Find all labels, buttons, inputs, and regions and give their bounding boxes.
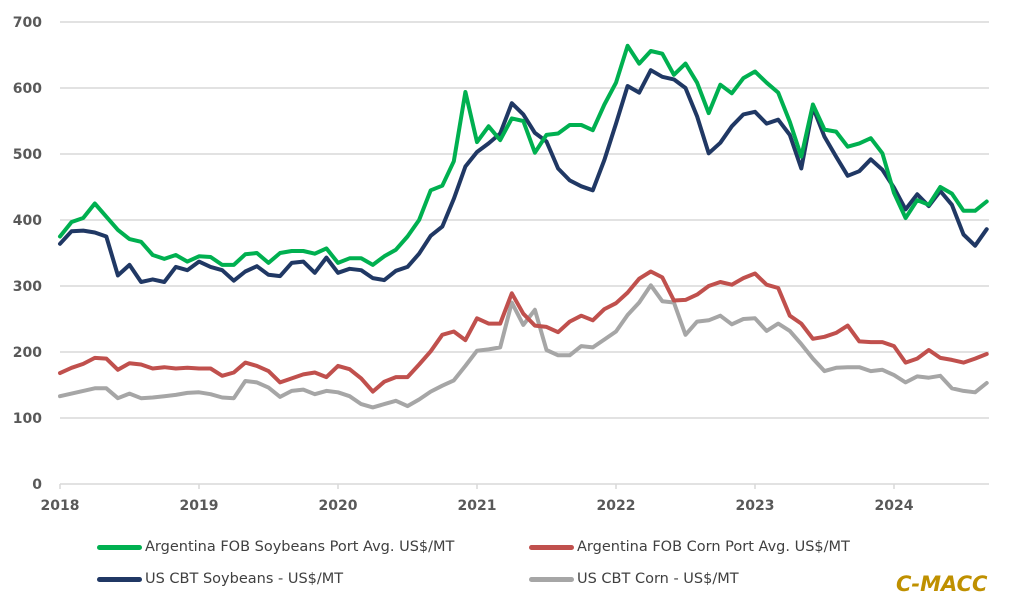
x-axis: 2018 2019 2020 2021 2022 2023 2024 — [41, 484, 914, 514]
brand-watermark: C-MACC — [896, 572, 988, 596]
y-tick-label: 0 — [32, 477, 42, 493]
legend-label-us-corn: US CBT Corn - US$/MT — [577, 571, 739, 587]
series-line-us-cbt-corn-us-mt — [58, 283, 989, 410]
series-lines — [58, 43, 989, 410]
y-axis: 0 100 200 300 400 500 600 700 — [13, 15, 42, 493]
x-tick-label: 2024 — [875, 498, 914, 514]
legend-label-us-soybeans: US CBT Soybeans - US$/MT — [145, 571, 344, 587]
series-line-argentina-fob-corn-port-avg-us-mt — [58, 269, 989, 394]
legend-swatch-argentina-soybeans — [97, 544, 142, 550]
y-tick-label: 500 — [13, 147, 42, 163]
legend-label-argentina-corn: Argentina FOB Corn Port Avg. US$/MT — [577, 539, 850, 555]
x-tick-label: 2022 — [597, 498, 636, 514]
legend-swatch-us-corn — [529, 576, 574, 582]
series-line-argentina-fob-soybeans-port-avg-us-mt — [58, 43, 989, 267]
y-tick-label: 100 — [13, 411, 42, 427]
legend-item-argentina-corn: Argentina FOB Corn Port Avg. US$/MT — [529, 539, 850, 555]
x-tick-label: 2021 — [458, 498, 497, 514]
x-tick-label: 2020 — [319, 498, 358, 514]
y-tick-label: 400 — [13, 213, 42, 229]
y-tick-label: 700 — [13, 15, 42, 31]
legend-item-us-corn: US CBT Corn - US$/MT — [529, 571, 739, 587]
y-tick-label: 200 — [13, 345, 42, 361]
x-tick-label: 2018 — [41, 498, 80, 514]
legend-item-argentina-soybeans: Argentina FOB Soybeans Port Avg. US$/MT — [97, 539, 454, 555]
legend-item-us-soybeans: US CBT Soybeans - US$/MT — [97, 571, 343, 587]
y-tick-label: 300 — [13, 279, 42, 295]
x-tick-label: 2019 — [180, 498, 219, 514]
legend-label-argentina-soybeans: Argentina FOB Soybeans Port Avg. US$/MT — [145, 539, 455, 555]
legend-swatch-argentina-corn — [529, 544, 574, 550]
legend-swatch-us-soybeans — [97, 576, 142, 582]
gridlines — [60, 21, 989, 485]
x-tick-label: 2023 — [736, 498, 775, 514]
series-line-us-cbt-soybeans-us-mt — [58, 68, 989, 284]
y-tick-label: 600 — [13, 81, 42, 97]
